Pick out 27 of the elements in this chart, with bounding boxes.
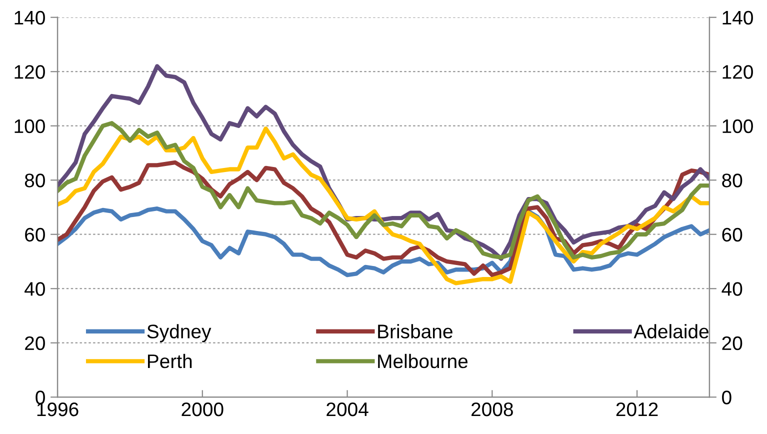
y2-tick-label: 100 — [722, 119, 753, 134]
x-tick-label: 2012 — [616, 402, 658, 416]
y2-tick-label: 80 — [722, 174, 742, 188]
legend-label: Melbourne — [378, 354, 468, 368]
y2-tick-label: 0 — [722, 390, 732, 404]
y-tick-label: 80 — [24, 174, 45, 188]
y2-tick-label: 140 — [722, 10, 753, 25]
y2-tick-label: 40 — [722, 282, 742, 296]
y-tick-label: 100 — [14, 119, 45, 134]
legend-label: Perth — [148, 354, 192, 368]
line-series — [58, 126, 710, 286]
legend-label: Adelaide — [634, 324, 708, 338]
y2-tick-label: 20 — [722, 336, 742, 350]
x-tick-label: 2004 — [326, 402, 368, 416]
y-tick-label: 20 — [25, 336, 45, 350]
x-tick-label: 2008 — [472, 402, 513, 416]
y-tick-label: 120 — [14, 65, 45, 79]
y2-tick-label: 120 — [722, 65, 753, 79]
y2-tick-label: 60 — [722, 228, 742, 242]
x-tick-label: 1996 — [37, 402, 78, 416]
line-series — [58, 121, 710, 260]
legend-label: Brisbane — [378, 324, 452, 338]
y-tick-label: 140 — [14, 10, 45, 25]
y-tick-label: 40 — [24, 282, 45, 296]
x-tick-label: 2000 — [182, 402, 224, 416]
legend-label: Sydney — [147, 324, 212, 342]
y-tick-label: 60 — [25, 228, 45, 242]
